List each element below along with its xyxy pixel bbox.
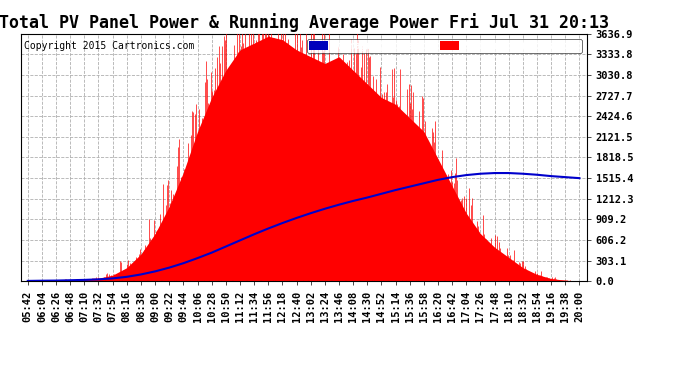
Text: Copyright 2015 Cartronics.com: Copyright 2015 Cartronics.com (23, 41, 194, 51)
Title: Total PV Panel Power & Running Average Power Fri Jul 31 20:13: Total PV Panel Power & Running Average P… (0, 13, 609, 32)
Legend: Average (DC Watts), PV Panels (DC Watts): Average (DC Watts), PV Panels (DC Watts) (307, 39, 582, 53)
